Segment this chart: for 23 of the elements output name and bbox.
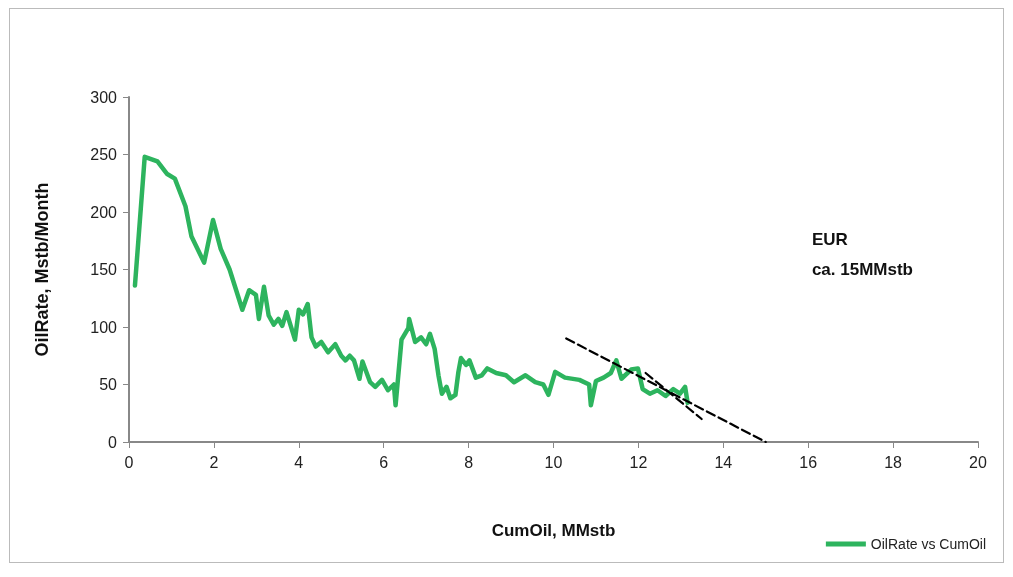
y-tick-label: 150: [90, 261, 118, 278]
x-tick-label: 2: [209, 453, 219, 471]
x-tick-label: 8: [464, 453, 474, 471]
y-axis-title: OilRate, Mstb/Month: [32, 182, 52, 357]
legend-label: OilRate vs CumOil: [870, 536, 987, 552]
x-axis-title: CumOil, MMstb: [491, 521, 616, 540]
y-tick-label: 0: [108, 433, 118, 451]
y-tick-label: 250: [90, 146, 118, 163]
y-tick-label: 100: [90, 318, 118, 336]
x-tick-label: 12: [629, 453, 648, 471]
x-tick-label: 10: [544, 453, 563, 471]
x-tick-label: 4: [294, 453, 304, 471]
x-tick-label: 20: [969, 453, 987, 471]
annotation: EUR ca. 15MMstb: [811, 229, 914, 279]
x-tick-label: 0: [124, 453, 134, 471]
x-tick-label: 16: [799, 453, 818, 471]
y-tick-label: 200: [90, 203, 118, 221]
x-tick-label: 18: [884, 453, 903, 471]
x-tick-label: 14: [714, 453, 733, 471]
y-tick-label: 50: [99, 376, 118, 393]
y-tick-label: 300: [90, 88, 118, 106]
line-series: [132, 154, 690, 408]
x-tick-label: 6: [379, 453, 389, 471]
